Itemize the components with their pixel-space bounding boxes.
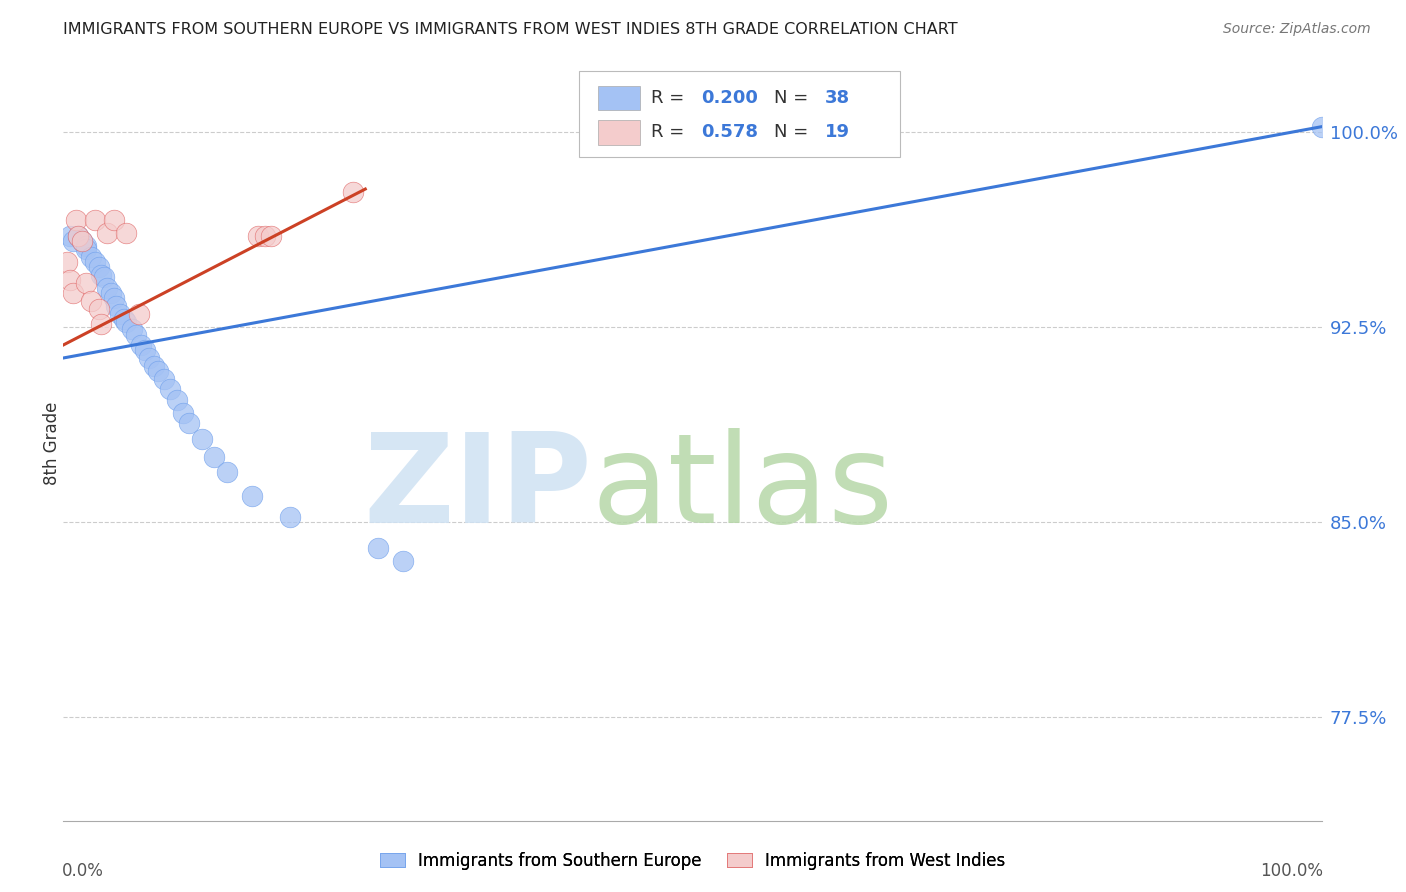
Legend: Immigrants from Southern Europe, Immigrants from West Indies: Immigrants from Southern Europe, Immigra… — [373, 845, 1012, 876]
Point — [142, 359, 165, 373]
Point — [128, 307, 150, 321]
Point — [166, 392, 188, 407]
Point — [103, 213, 125, 227]
Point — [70, 234, 93, 248]
Point — [172, 406, 194, 420]
Point — [138, 351, 160, 365]
Point — [121, 322, 143, 336]
Point — [103, 291, 125, 305]
FancyBboxPatch shape — [598, 120, 640, 145]
FancyBboxPatch shape — [579, 70, 900, 157]
Point — [90, 317, 112, 331]
Point — [96, 226, 118, 240]
Point — [58, 228, 80, 243]
Point — [83, 255, 105, 269]
Text: 0.578: 0.578 — [702, 123, 758, 142]
Text: 0.200: 0.200 — [702, 89, 758, 107]
Point — [278, 509, 301, 524]
Text: 100.0%: 100.0% — [1260, 862, 1323, 880]
Point — [58, 273, 80, 287]
Text: 0.0%: 0.0% — [62, 862, 104, 880]
Point — [67, 228, 90, 243]
Point — [100, 285, 122, 300]
Text: N =: N = — [775, 89, 814, 107]
Point — [65, 213, 87, 227]
Text: N =: N = — [775, 123, 814, 142]
Point — [93, 270, 115, 285]
Point — [62, 234, 84, 248]
Point — [80, 250, 103, 264]
Point — [75, 239, 97, 253]
Point — [83, 213, 105, 227]
Point — [134, 343, 156, 358]
Point — [240, 489, 263, 503]
Point — [112, 312, 135, 326]
Point — [62, 285, 84, 300]
Point — [146, 364, 169, 378]
Point — [125, 327, 148, 342]
FancyBboxPatch shape — [598, 86, 640, 110]
Point — [1310, 120, 1333, 134]
Point — [190, 432, 212, 446]
Point — [96, 281, 118, 295]
Point — [87, 301, 110, 316]
Point — [159, 382, 181, 396]
Point — [253, 228, 276, 243]
Point — [202, 450, 225, 464]
Text: IMMIGRANTS FROM SOUTHERN EUROPE VS IMMIGRANTS FROM WEST INDIES 8TH GRADE CORRELA: IMMIGRANTS FROM SOUTHERN EUROPE VS IMMIG… — [63, 22, 957, 37]
Text: 19: 19 — [824, 123, 849, 142]
Point — [108, 307, 131, 321]
Text: 38: 38 — [824, 89, 849, 107]
Point — [260, 228, 283, 243]
Text: ZIP: ZIP — [363, 428, 592, 549]
Point — [153, 372, 176, 386]
Point — [179, 416, 201, 430]
Point — [342, 185, 364, 199]
Point — [67, 228, 90, 243]
Point — [90, 268, 112, 282]
Point — [75, 276, 97, 290]
Point — [75, 242, 97, 256]
Point — [115, 315, 138, 329]
Point — [392, 554, 415, 568]
Point — [80, 293, 103, 308]
Text: R =: R = — [651, 89, 690, 107]
Point — [105, 299, 128, 313]
Text: atlas: atlas — [592, 428, 894, 549]
Point — [215, 466, 238, 480]
Text: Source: ZipAtlas.com: Source: ZipAtlas.com — [1223, 22, 1371, 37]
Point — [247, 228, 270, 243]
Point — [87, 260, 110, 274]
Text: R =: R = — [651, 123, 690, 142]
Point — [115, 226, 138, 240]
Point — [129, 338, 152, 352]
Point — [367, 541, 389, 555]
Y-axis label: 8th Grade: 8th Grade — [44, 402, 60, 485]
Point — [56, 255, 79, 269]
Point — [70, 234, 93, 248]
